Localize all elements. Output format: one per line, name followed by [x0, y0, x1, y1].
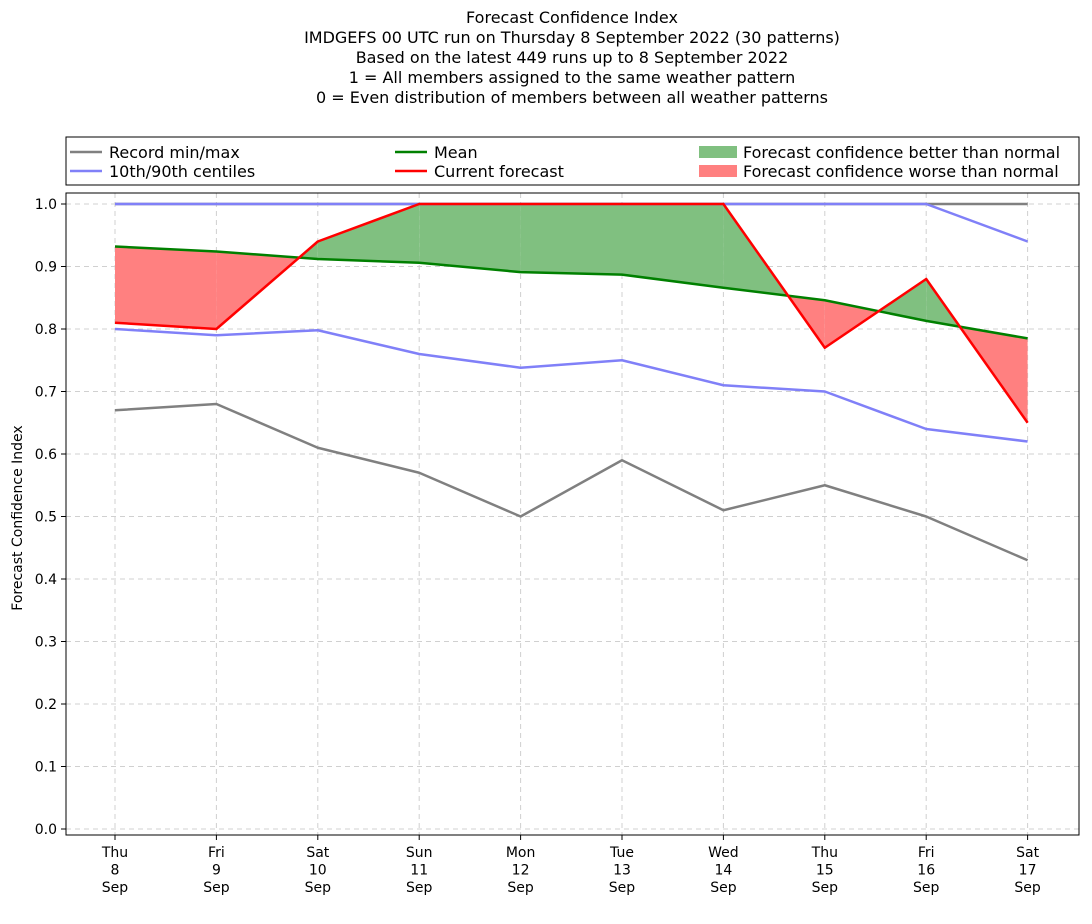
y-axis: 0.0 0.1 0.2 0.3 0.4 0.5 0.6 0.7 0.8 0.9 1.0 — [35, 197, 66, 838]
x-tick-label-line: 10 — [309, 863, 327, 879]
x-tick-label-line: Sep — [609, 880, 636, 896]
y-tick-label: 0.5 — [35, 510, 57, 526]
x-tick-label-line: 14 — [714, 863, 732, 879]
fill-worse-than-normal — [115, 246, 217, 329]
x-tick-label-line: 11 — [410, 863, 428, 879]
y-axis-label: Forecast Confidence Index — [10, 425, 26, 610]
y-tick-label: 0.1 — [35, 760, 57, 776]
x-tick-label-line: Sep — [913, 880, 940, 896]
plot-frame — [65, 192, 1080, 836]
x-tick-label-line: Sep — [507, 880, 534, 896]
x-tick-label-line: Sep — [102, 880, 129, 896]
x-tick-label: Fri 9 Sep — [203, 845, 230, 896]
x-tick-label: Sun 11 Sep — [406, 845, 433, 896]
x-tick-label-line: Sat — [1016, 845, 1039, 861]
x-tick-label-line: 9 — [212, 863, 221, 879]
subtitle-line: 0 = Even distribution of members between… — [315, 88, 829, 107]
x-tick-label: Sat 10 Sep — [305, 845, 332, 896]
x-tick-label-line: Mon — [506, 845, 536, 861]
x-tick-label-line: Fri — [208, 845, 225, 861]
legend-swatch-better — [699, 146, 737, 158]
title-line: Forecast Confidence Index — [466, 8, 678, 27]
fill-worse-than-normal — [824, 300, 879, 348]
series-lines — [114, 202, 1029, 562]
x-tick-label-line: Sep — [812, 880, 839, 896]
y-tick-label: 0.0 — [35, 822, 57, 838]
y-tick-label: 0.2 — [35, 697, 57, 713]
legend-label-current: Current forecast — [434, 162, 564, 181]
legend-label-better: Forecast confidence better than normal — [743, 143, 1060, 162]
y-tick-label: 0.3 — [35, 635, 57, 651]
series-line-mean — [114, 245, 1028, 340]
x-tick-label-line: Sat — [306, 845, 329, 861]
x-tick-label-line: 16 — [917, 863, 935, 879]
chart-title: Forecast Confidence Index IMDGEFS 00 UTC… — [0, 8, 1092, 108]
subtitle-line: IMDGEFS 00 UTC run on Thursday 8 Septemb… — [304, 28, 840, 47]
y-tick-label: 0.4 — [35, 572, 57, 588]
series-line-record_min — [114, 402, 1029, 562]
legend-label-worse: Forecast confidence worse than normal — [743, 162, 1059, 181]
y-tick-label: 0.6 — [35, 447, 57, 463]
fill-better-than-normal — [419, 204, 521, 273]
fill-better-than-normal — [317, 204, 420, 263]
x-tick-label-line: Sep — [305, 880, 332, 896]
y-tick-label: 1.0 — [35, 197, 57, 213]
x-tick-label: Sat 17 Sep — [1014, 845, 1041, 896]
x-tick-label-line: 17 — [1019, 863, 1037, 879]
x-tick-label-line: Tue — [609, 845, 634, 861]
x-tick-label: Thu 8 Sep — [101, 845, 128, 896]
x-tick-label: Tue 13 Sep — [609, 845, 636, 896]
x-tick-label-line: Sep — [406, 880, 433, 896]
legend-swatch-worse — [699, 165, 737, 177]
series-line-p10 — [114, 327, 1028, 443]
series-line-current — [114, 202, 1029, 424]
x-tick-label-line: Fri — [918, 845, 935, 861]
x-tick-label: Wed 14 Sep — [708, 845, 739, 896]
fill-better-than-normal — [878, 279, 927, 321]
x-tick-label-line: 15 — [816, 863, 834, 879]
legend-label-mean: Mean — [434, 143, 478, 162]
subtitle-line: Based on the latest 449 runs up to 8 Sep… — [355, 48, 789, 67]
y-tick-label: 0.9 — [35, 260, 57, 276]
x-tick-label-line: 12 — [512, 863, 530, 879]
fill-better-than-normal — [622, 204, 724, 288]
legend: Record min/max 10th/90th centiles Mean C… — [65, 136, 1080, 186]
subtitle-line: 1 = All members assigned to the same wea… — [348, 68, 796, 87]
grid-lines — [66, 193, 1079, 835]
y-tick-label: 0.7 — [35, 385, 57, 401]
x-tick-label: Mon 12 Sep — [506, 845, 536, 896]
y-tick-label: 0.8 — [35, 322, 57, 338]
legend-frame — [65, 136, 1080, 186]
legend-label-record: Record min/max — [109, 143, 240, 162]
x-tick-label: Thu 15 Sep — [811, 845, 838, 896]
x-tick-label-line: Sep — [1014, 880, 1041, 896]
x-tick-label-line: 13 — [613, 863, 631, 879]
x-tick-label-line: Thu — [811, 845, 838, 861]
x-tick-label-line: 8 — [111, 863, 120, 879]
x-tick-label-line: Wed — [708, 845, 739, 861]
x-tick-label-line: Thu — [101, 845, 128, 861]
x-tick-label: Fri 16 Sep — [913, 845, 940, 896]
x-tick-label-line: Sep — [710, 880, 737, 896]
x-tick-label-line: Sun — [406, 845, 433, 861]
fill-better-than-normal — [520, 204, 622, 275]
legend-label-centiles: 10th/90th centiles — [109, 162, 255, 181]
x-tick-label-line: Sep — [203, 880, 230, 896]
